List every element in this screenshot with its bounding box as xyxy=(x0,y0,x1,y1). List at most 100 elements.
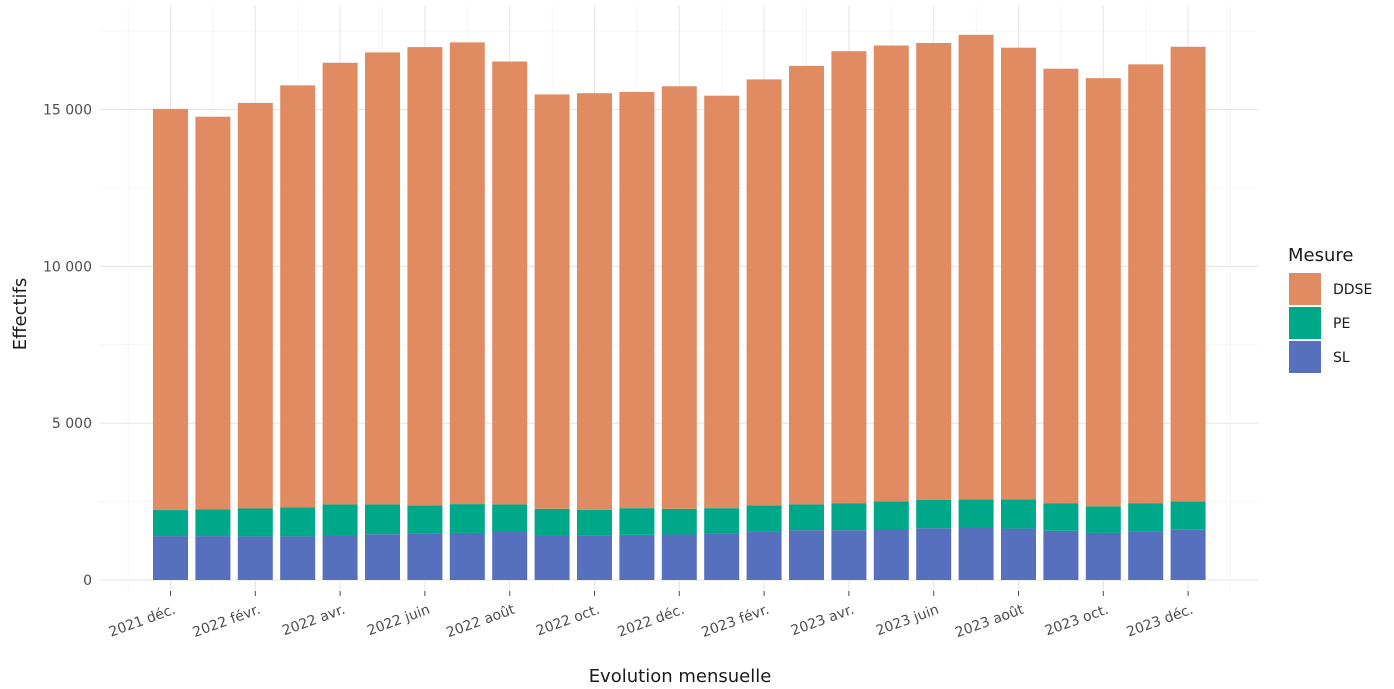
x-tick-label: 2023 juin xyxy=(874,602,941,639)
x-tick-label: 2023 avr. xyxy=(789,602,856,640)
y-tick-label: 15 000 xyxy=(43,103,92,119)
x-tick-label: 2022 août xyxy=(444,602,517,642)
x-tick-labels: 2021 déc. 2022 févr. 2022 avr. 2022 juin 202… xyxy=(107,591,1195,642)
x-tick-label: 2022 févr. xyxy=(191,602,263,641)
bar-sl-2022-11 xyxy=(619,534,655,580)
bar-ddse-2023-10 xyxy=(1085,78,1121,507)
x-tick-label: 2021 déc. xyxy=(107,602,178,641)
bar-ddse-2022-07 xyxy=(449,42,485,505)
x-tick-label: 2023 déc. xyxy=(1124,602,1195,641)
bar-sl-2022-09 xyxy=(534,535,570,580)
bar-pe-2023-04 xyxy=(831,503,867,531)
bar-sl-2023-12 xyxy=(1170,529,1206,580)
y-axis-title: Effectifs xyxy=(10,278,31,351)
bar-sl-2022-07 xyxy=(449,532,485,580)
legend-label-ddse: DDSE xyxy=(1333,282,1372,298)
bar-pe-2023-08 xyxy=(1001,499,1036,529)
bar-ddse-2022-10 xyxy=(577,93,612,510)
bar-ddse-2022-11 xyxy=(619,91,655,509)
bar-ddse-2023-02 xyxy=(746,79,782,506)
bar-ddse-2022-04 xyxy=(322,62,358,505)
bar-sl-2023-10 xyxy=(1085,532,1121,580)
legend-swatch-pe xyxy=(1289,307,1321,339)
bar-pe-2022-08 xyxy=(492,504,528,533)
x-tick-label: 2023 août xyxy=(953,602,1026,642)
y-tick-labels: 0 5 000 10 000 15 000 xyxy=(43,103,92,590)
bar-pe-2022-09 xyxy=(534,508,570,536)
bar-pe-2022-10 xyxy=(577,509,612,536)
bar-sl-2023-03 xyxy=(789,530,824,580)
bar-sl-2023-01 xyxy=(704,533,740,580)
bar-ddse-2022-02 xyxy=(237,102,273,509)
bar-ddse-2023-01 xyxy=(704,95,740,509)
bar-ddse-2022-05 xyxy=(365,52,400,505)
legend-swatch-sl xyxy=(1289,341,1321,373)
bar-pe-2023-11 xyxy=(1128,503,1164,532)
x-tick-label: 2022 déc. xyxy=(616,602,687,641)
bar-pe-2022-01 xyxy=(195,509,231,537)
bar-sl-2022-10 xyxy=(577,535,612,580)
bar-ddse-2023-06 xyxy=(916,43,952,501)
y-tick-label: 0 xyxy=(83,573,92,589)
bar-pe-2023-01 xyxy=(704,508,740,534)
bar-pe-2022-11 xyxy=(619,508,655,535)
bar-sl-2022-05 xyxy=(365,534,400,580)
bar-pe-2023-06 xyxy=(916,500,952,529)
y-tick-label: 10 000 xyxy=(43,259,92,275)
x-tick-label: 2023 oct. xyxy=(1043,602,1111,640)
x-tick-label: 2023 févr. xyxy=(699,602,771,641)
bar-pe-2023-09 xyxy=(1043,503,1079,531)
y-tick-label: 5 000 xyxy=(52,416,92,432)
legend: Mesure DDSE PE SL xyxy=(1288,245,1372,373)
bar-sl-2022-06 xyxy=(407,533,443,580)
bar-sl-2022-04 xyxy=(322,535,358,580)
bar-ddse-2022-08 xyxy=(492,61,528,505)
legend-label-pe: PE xyxy=(1333,316,1350,332)
bar-pe-2022-07 xyxy=(449,504,485,533)
bar-pe-2023-10 xyxy=(1085,506,1121,533)
legend-swatch-ddse xyxy=(1289,273,1321,305)
bar-ddse-2022-06 xyxy=(407,47,443,506)
x-tick-label: 2022 juin xyxy=(365,602,432,639)
bar-pe-2023-12 xyxy=(1170,501,1206,530)
bar-ddse-2023-03 xyxy=(789,65,824,505)
bar-ddse-2022-12 xyxy=(661,86,697,509)
bar-sl-2022-12 xyxy=(661,534,697,580)
bar-pe-2022-02 xyxy=(237,508,273,537)
bar-pe-2022-05 xyxy=(365,504,400,535)
bar-pe-2022-03 xyxy=(280,507,316,537)
bar-pe-2022-06 xyxy=(407,505,443,534)
x-tick-label: 2022 avr. xyxy=(280,602,347,640)
bar-sl-2021-12 xyxy=(153,536,188,580)
bar-ddse-2022-01 xyxy=(195,116,231,510)
bar-sl-2023-08 xyxy=(1001,528,1036,580)
bar-ddse-2022-09 xyxy=(534,94,570,509)
bar-sl-2023-06 xyxy=(916,528,952,580)
bar-sl-2023-11 xyxy=(1128,531,1164,580)
bar-ddse-2023-07 xyxy=(958,34,994,500)
bar-ddse-2023-09 xyxy=(1043,68,1079,504)
bar-pe-2023-02 xyxy=(746,505,782,532)
bar-pe-2023-05 xyxy=(873,501,909,530)
bar-pe-2022-04 xyxy=(322,504,358,536)
bars xyxy=(153,34,1206,580)
bar-sl-2023-05 xyxy=(873,529,909,580)
bar-ddse-2021-12 xyxy=(153,108,188,511)
bar-ddse-2022-03 xyxy=(280,85,316,508)
x-tick-label: 2022 oct. xyxy=(534,602,602,640)
bar-sl-2022-01 xyxy=(195,536,231,580)
bar-pe-2022-12 xyxy=(661,508,697,535)
bar-sl-2023-04 xyxy=(831,530,867,580)
bar-ddse-2023-04 xyxy=(831,51,867,504)
bar-sl-2022-02 xyxy=(237,536,273,580)
bar-ddse-2023-12 xyxy=(1170,46,1206,502)
bar-pe-2021-12 xyxy=(153,510,188,537)
bar-sl-2023-09 xyxy=(1043,530,1079,580)
bar-ddse-2023-05 xyxy=(873,45,909,502)
legend-title: Mesure xyxy=(1288,245,1353,266)
bar-sl-2023-07 xyxy=(958,526,994,580)
bar-pe-2023-07 xyxy=(958,499,994,527)
bar-ddse-2023-11 xyxy=(1128,64,1164,504)
bar-sl-2022-08 xyxy=(492,532,528,580)
